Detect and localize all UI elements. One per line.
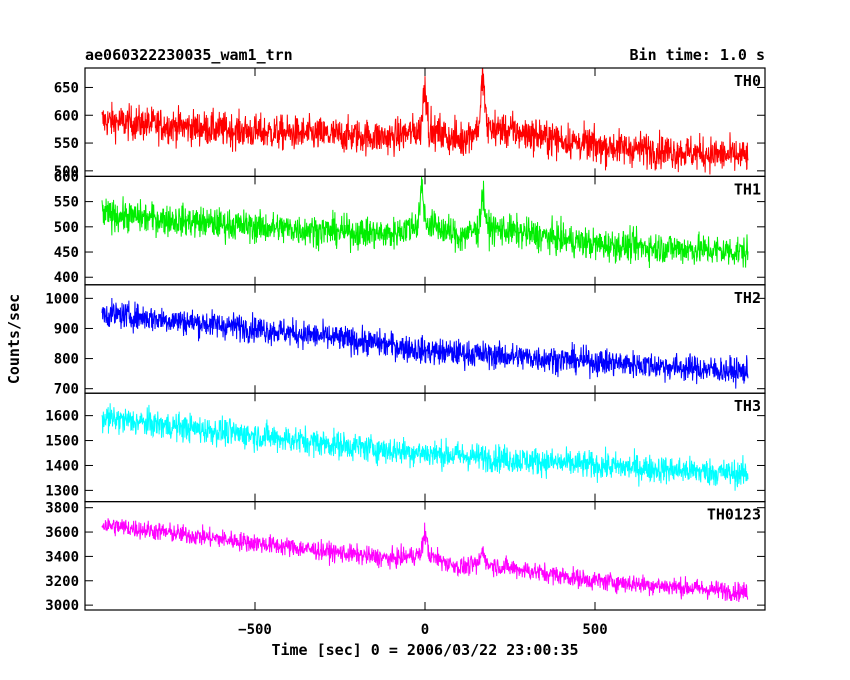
y-tick-label: 3600 (45, 525, 79, 541)
channel-label: TH1 (734, 180, 761, 198)
y-tick-label: 3800 (45, 501, 79, 517)
channel-label: TH2 (734, 289, 761, 307)
y-tick-label: 550 (54, 195, 79, 211)
y-tick-label: 450 (54, 245, 79, 261)
series-th0123 (101, 518, 749, 603)
y-tick-label: 550 (54, 136, 79, 152)
y-tick-label: 700 (54, 382, 79, 398)
x-tick-label: −500 (238, 622, 272, 638)
x-axis-label: Time [sec] 0 = 2006/03/22 23:00:35 (271, 641, 578, 659)
y-axis-label: Counts/sec (5, 294, 23, 384)
y-tick-label: 3000 (45, 598, 79, 614)
y-tick-label: 1500 (45, 434, 79, 450)
series-th3 (101, 403, 749, 491)
panel-frame (84, 501, 766, 611)
series-th1 (101, 176, 749, 268)
panel-frame (84, 284, 766, 394)
y-tick-label: 1600 (45, 409, 79, 425)
y-tick-label: 3200 (45, 574, 79, 590)
y-tick-label: 3400 (45, 549, 79, 565)
y-tick-label: 600 (54, 169, 79, 185)
channel-label: TH0123 (707, 506, 761, 524)
panel-th0: 500 550 600 650 TH0 (54, 67, 766, 180)
series-th0 (101, 68, 749, 175)
panels-group: 500 550 600 650 TH0 400 450 500 550 600 TH1 700 800 9… (45, 67, 766, 614)
x-axis: −500 0 500 (238, 622, 608, 638)
panel-th1: 400 450 500 550 600 TH1 (54, 169, 766, 286)
channel-label: TH3 (734, 397, 761, 415)
y-tick-label: 650 (54, 80, 79, 96)
x-tick-label: 500 (582, 622, 607, 638)
y-tick-label: 1000 (45, 291, 79, 307)
panel-frame (84, 175, 766, 286)
panel-th2: 700 800 900 1000 TH2 (45, 284, 766, 398)
bin-time-label: Bin time: 1.0 s (630, 46, 765, 64)
y-tick-label: 400 (54, 270, 79, 286)
channel-label: TH0 (734, 72, 761, 90)
y-tick-label: 1300 (45, 483, 79, 499)
y-tick-label: 800 (54, 352, 79, 368)
y-tick-label: 500 (54, 220, 79, 236)
panel-th3: 1300 1400 1500 1600 TH3 (45, 392, 766, 503)
chart-title: ae060322230035_wam1_trn (85, 46, 293, 64)
panel-th0123: 3000 3200 3400 3600 3800 TH0123 (45, 501, 766, 614)
y-tick-label: 600 (54, 108, 79, 124)
series-th2 (101, 297, 749, 389)
y-tick-label: 1400 (45, 458, 79, 474)
y-tick-label: 900 (54, 321, 79, 337)
x-tick-label: 0 (421, 622, 429, 638)
y-tick-label: 500 (54, 164, 79, 180)
